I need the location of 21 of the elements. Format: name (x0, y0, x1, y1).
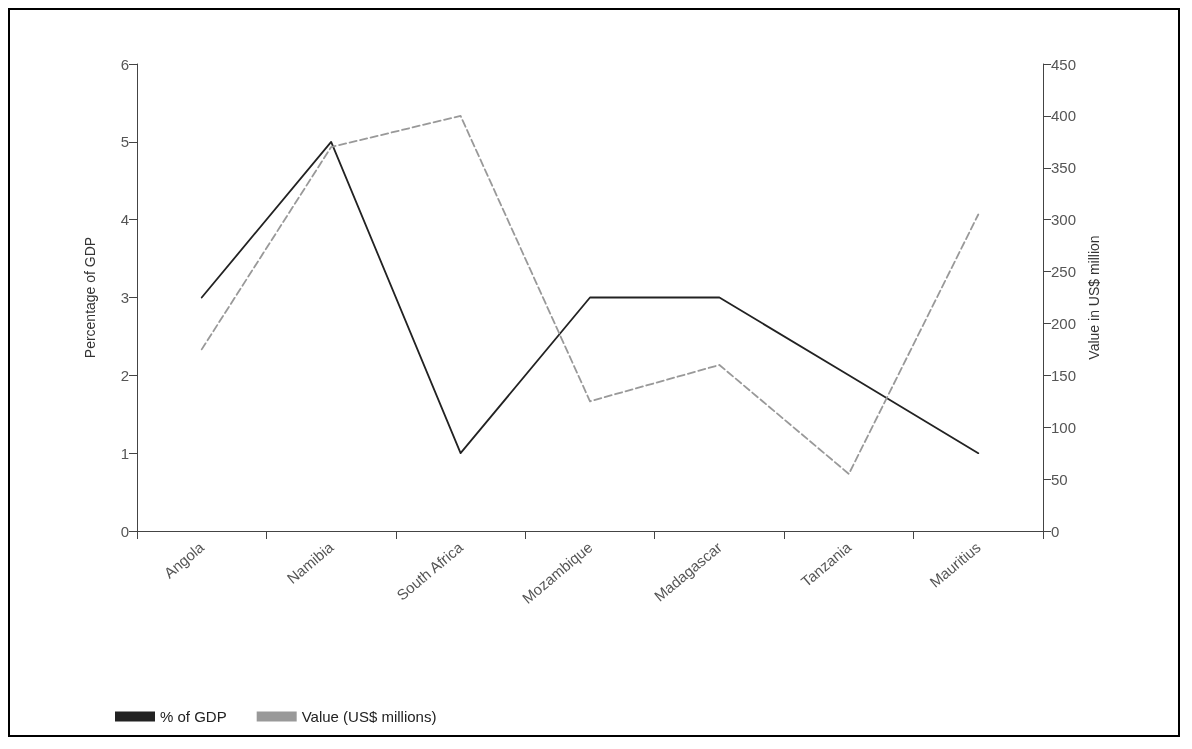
y-tick-label: 4 (120, 211, 129, 229)
y-tick-label: 5 (120, 133, 129, 151)
y-axis-title: Percentage of GDP (82, 236, 98, 359)
y2-tick-label: 150 (1051, 366, 1077, 384)
y2-axis-title: Value in US$ million (1085, 235, 1102, 360)
y-tick-label: 2 (120, 366, 129, 384)
legend-label: % of GDP (160, 708, 227, 725)
y-tick-label: 1 (120, 444, 129, 462)
legend-label: Value (US$ millions) (301, 708, 437, 725)
y-tick-label: 3 (120, 289, 129, 306)
y2-tick-label: 300 (1051, 211, 1077, 229)
y2-tick-label: 400 (1051, 107, 1077, 125)
y2-tick-label: 200 (1051, 314, 1077, 332)
y-tick-label: 0 (120, 522, 129, 540)
y2-tick-label: 450 (1051, 55, 1077, 73)
y2-tick-label: 250 (1051, 263, 1077, 281)
y2-tick-label: 50 (1051, 470, 1068, 488)
y2-tick-label: 350 (1051, 159, 1077, 177)
y2-tick-label: 0 (1051, 522, 1060, 540)
y2-tick-label: 100 (1051, 418, 1077, 436)
y-tick-label: 6 (120, 55, 129, 73)
